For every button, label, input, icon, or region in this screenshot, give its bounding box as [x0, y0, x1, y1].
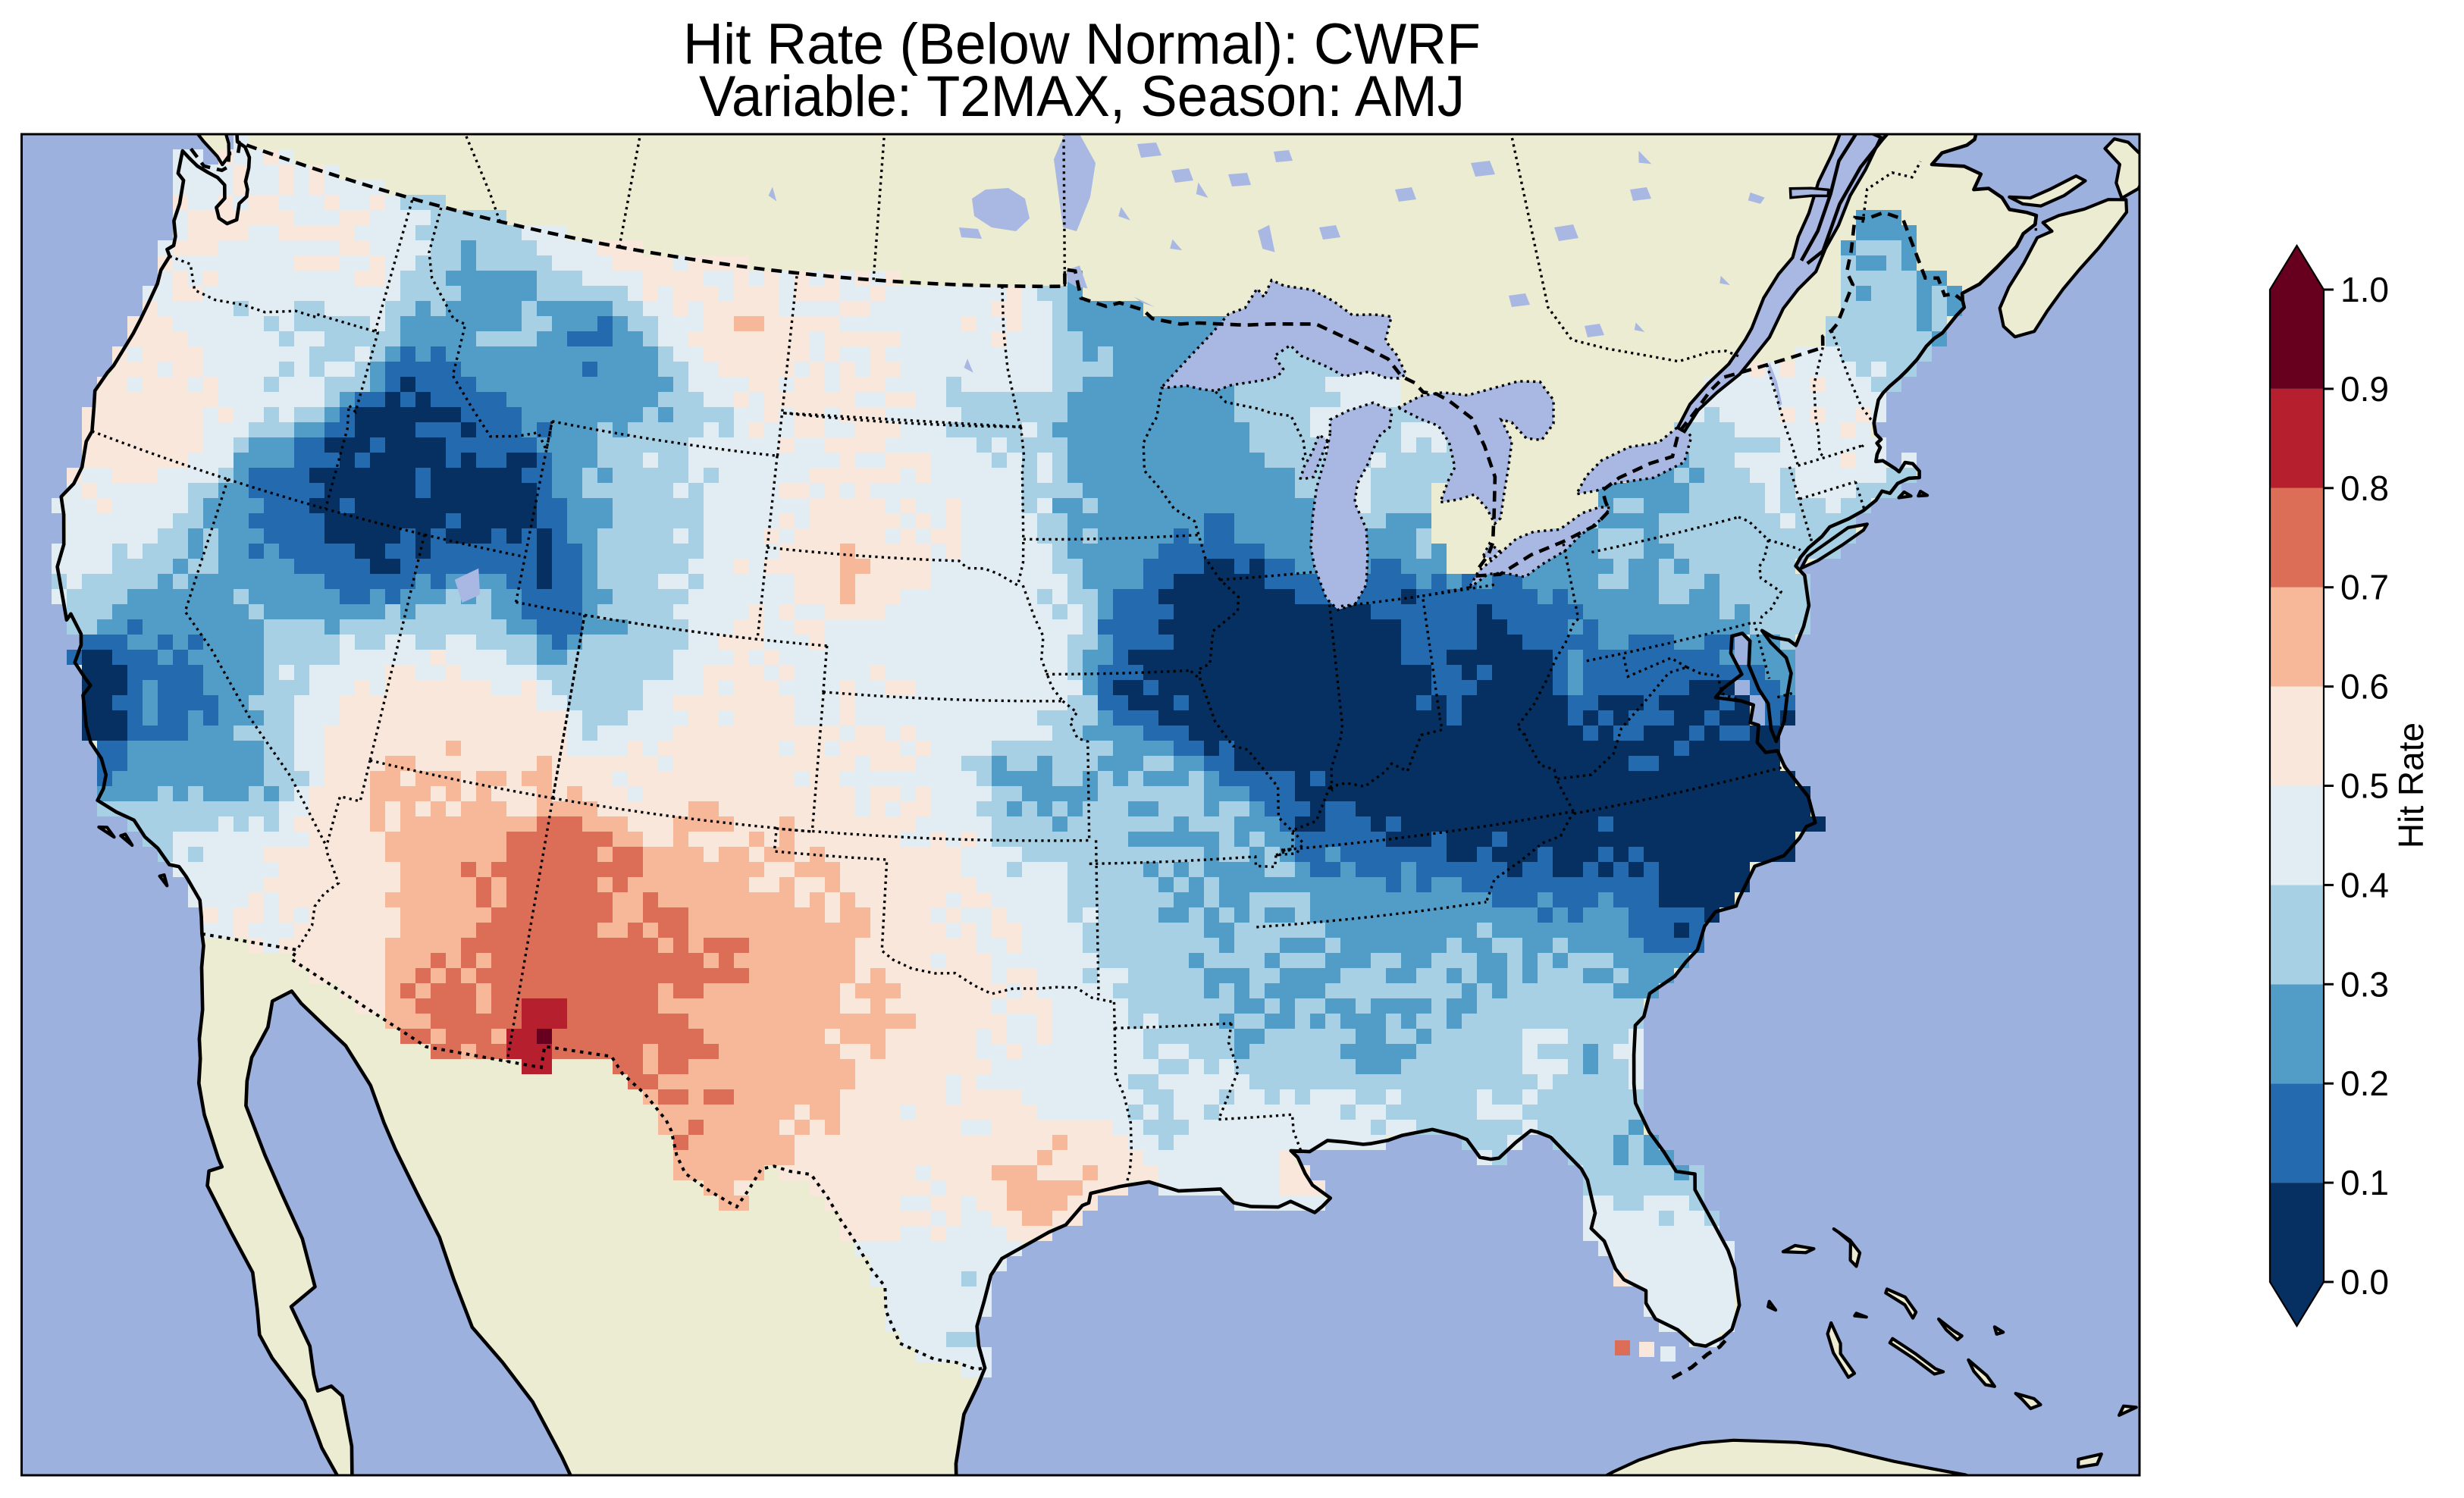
svg-text:Hit Rate (Below Normal): CWRF: Hit Rate (Below Normal): CWRF — [683, 12, 1481, 77]
svg-text:0.3: 0.3 — [2340, 964, 2389, 1004]
svg-text:0.9: 0.9 — [2340, 369, 2389, 409]
svg-text:0.4: 0.4 — [2340, 865, 2389, 904]
svg-text:Hit Rate: Hit Rate — [2391, 722, 2431, 848]
svg-text:0.7: 0.7 — [2340, 568, 2389, 607]
svg-text:0.1: 0.1 — [2340, 1163, 2389, 1202]
svg-text:1.0: 1.0 — [2340, 270, 2389, 309]
svg-text:0.8: 0.8 — [2340, 469, 2389, 508]
svg-text:0.6: 0.6 — [2340, 667, 2389, 707]
svg-text:Variable: T2MAX, Season: AMJ: Variable: T2MAX, Season: AMJ — [699, 64, 1465, 129]
svg-text:0.0: 0.0 — [2340, 1262, 2389, 1302]
svg-text:0.2: 0.2 — [2340, 1064, 2389, 1103]
svg-text:0.5: 0.5 — [2340, 766, 2389, 806]
